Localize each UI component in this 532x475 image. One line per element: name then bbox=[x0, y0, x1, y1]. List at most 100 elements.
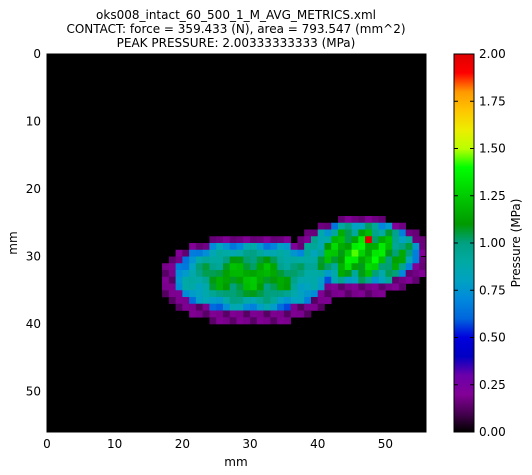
heatmap-cell bbox=[216, 317, 224, 325]
heatmap-cell bbox=[338, 222, 346, 230]
heatmap-cell bbox=[310, 297, 319, 305]
heatmap-cell bbox=[222, 303, 231, 311]
heatmap-cell bbox=[229, 236, 237, 244]
heatmap-cell bbox=[277, 310, 285, 318]
heatmap-cell bbox=[263, 283, 271, 291]
heatmap-cell bbox=[263, 243, 271, 251]
heatmap-cell bbox=[344, 243, 352, 251]
heatmap-cell bbox=[263, 317, 271, 325]
heatmap-cell bbox=[338, 270, 346, 278]
heatmap-cell bbox=[195, 283, 203, 291]
heatmap-cell bbox=[283, 249, 291, 257]
heatmap-cell bbox=[209, 317, 217, 325]
heatmap-cell bbox=[182, 270, 190, 278]
heatmap-cell bbox=[202, 297, 210, 305]
heatmap-cell bbox=[270, 290, 278, 298]
heatmap-cell bbox=[378, 243, 386, 251]
heatmap-cell bbox=[419, 249, 427, 257]
heatmap-cell bbox=[297, 283, 305, 291]
heatmap-cell bbox=[297, 263, 305, 271]
heatmap-cell bbox=[189, 249, 197, 257]
heatmap-cell bbox=[250, 283, 258, 291]
heatmap-cell bbox=[324, 229, 332, 237]
heatmap-cell bbox=[317, 229, 325, 237]
heatmap-cell bbox=[365, 263, 373, 271]
heatmap-cell bbox=[405, 236, 413, 244]
heatmap-cell bbox=[277, 249, 285, 257]
heatmap-cell bbox=[229, 270, 237, 278]
heatmap-cell bbox=[344, 229, 352, 237]
heatmap-cell bbox=[297, 256, 305, 264]
heatmap-cell bbox=[365, 256, 373, 264]
heatmap-cell bbox=[283, 303, 291, 311]
colorbar-tick-label: 0.50 bbox=[479, 331, 506, 345]
heatmap-cell bbox=[324, 236, 332, 244]
y-tick-label: 0 bbox=[33, 47, 41, 61]
heatmap-cell bbox=[344, 222, 352, 230]
heatmap-cell bbox=[398, 263, 406, 271]
heatmap-cell bbox=[385, 276, 393, 284]
heatmap-cell bbox=[324, 263, 332, 271]
heatmap-cell bbox=[222, 270, 231, 278]
heatmap-cell bbox=[398, 249, 406, 257]
heatmap-cell bbox=[236, 317, 244, 325]
heatmap-cell bbox=[304, 290, 312, 298]
heatmap-cell bbox=[256, 297, 264, 305]
heatmap-cell bbox=[398, 256, 406, 264]
heatmap-cell bbox=[209, 236, 217, 244]
heatmap-cell bbox=[263, 290, 271, 298]
heatmap-cell bbox=[222, 317, 231, 325]
heatmap-cell bbox=[317, 297, 325, 305]
heatmap-cell bbox=[385, 222, 393, 230]
heatmap-cell bbox=[405, 276, 413, 284]
heatmap-cell bbox=[412, 263, 420, 271]
heatmap-cell bbox=[175, 290, 183, 298]
heatmap-cell bbox=[256, 303, 264, 311]
heatmap-cell bbox=[297, 249, 305, 257]
heatmap-cell bbox=[365, 276, 373, 284]
heatmap-cell bbox=[405, 229, 413, 237]
heatmap-cell bbox=[256, 270, 264, 278]
heatmap-cell bbox=[202, 256, 210, 264]
heatmap-cell bbox=[250, 276, 258, 284]
heatmap-cell bbox=[270, 303, 278, 311]
heatmap-cell bbox=[378, 216, 386, 224]
heatmap-cell bbox=[304, 229, 312, 237]
heatmap-cell bbox=[189, 276, 197, 284]
heatmap-cell bbox=[236, 236, 244, 244]
heatmap-cell bbox=[256, 283, 264, 291]
heatmap-cell bbox=[365, 229, 373, 237]
heatmap-cell bbox=[236, 303, 244, 311]
heatmap-cell bbox=[277, 270, 285, 278]
heatmap-cell bbox=[243, 243, 251, 251]
heatmap-cell bbox=[202, 243, 210, 251]
heatmap-cell bbox=[385, 249, 393, 257]
heatmap-cell bbox=[216, 297, 224, 305]
heatmap-cell bbox=[250, 249, 258, 257]
heatmap-cell bbox=[216, 243, 224, 251]
heatmap-cell bbox=[358, 256, 366, 264]
heatmap-cell bbox=[351, 216, 359, 224]
heatmap-cell bbox=[344, 283, 352, 291]
heatmap-cell bbox=[324, 249, 332, 257]
heatmap-cell bbox=[317, 222, 325, 230]
heatmap-cell bbox=[338, 236, 346, 244]
heatmap-cell bbox=[358, 276, 366, 284]
heatmap-cell bbox=[338, 290, 346, 298]
heatmap-cell bbox=[195, 270, 203, 278]
heatmap-cell bbox=[378, 263, 386, 271]
heatmap-cell bbox=[162, 290, 170, 298]
heatmap-cell bbox=[378, 290, 386, 298]
x-axis-ticks: 0 10 20 30 40 50 bbox=[43, 54, 393, 451]
heatmap-cell bbox=[236, 270, 244, 278]
colorbar-ticks: 0.00 0.25 0.50 0.75 1.00 1.25 1.50 1.75 2.00 bbox=[454, 47, 506, 439]
colorbar-tick-label: 1.50 bbox=[479, 142, 506, 156]
heatmap-cell bbox=[229, 263, 237, 271]
heatmap-cell bbox=[317, 276, 325, 284]
heatmap-cell bbox=[304, 303, 312, 311]
heatmap-cell bbox=[216, 310, 224, 318]
heatmap-cell bbox=[283, 310, 291, 318]
heatmap-cell bbox=[283, 256, 291, 264]
heatmap-cell bbox=[297, 290, 305, 298]
heatmap-cell bbox=[351, 249, 359, 257]
